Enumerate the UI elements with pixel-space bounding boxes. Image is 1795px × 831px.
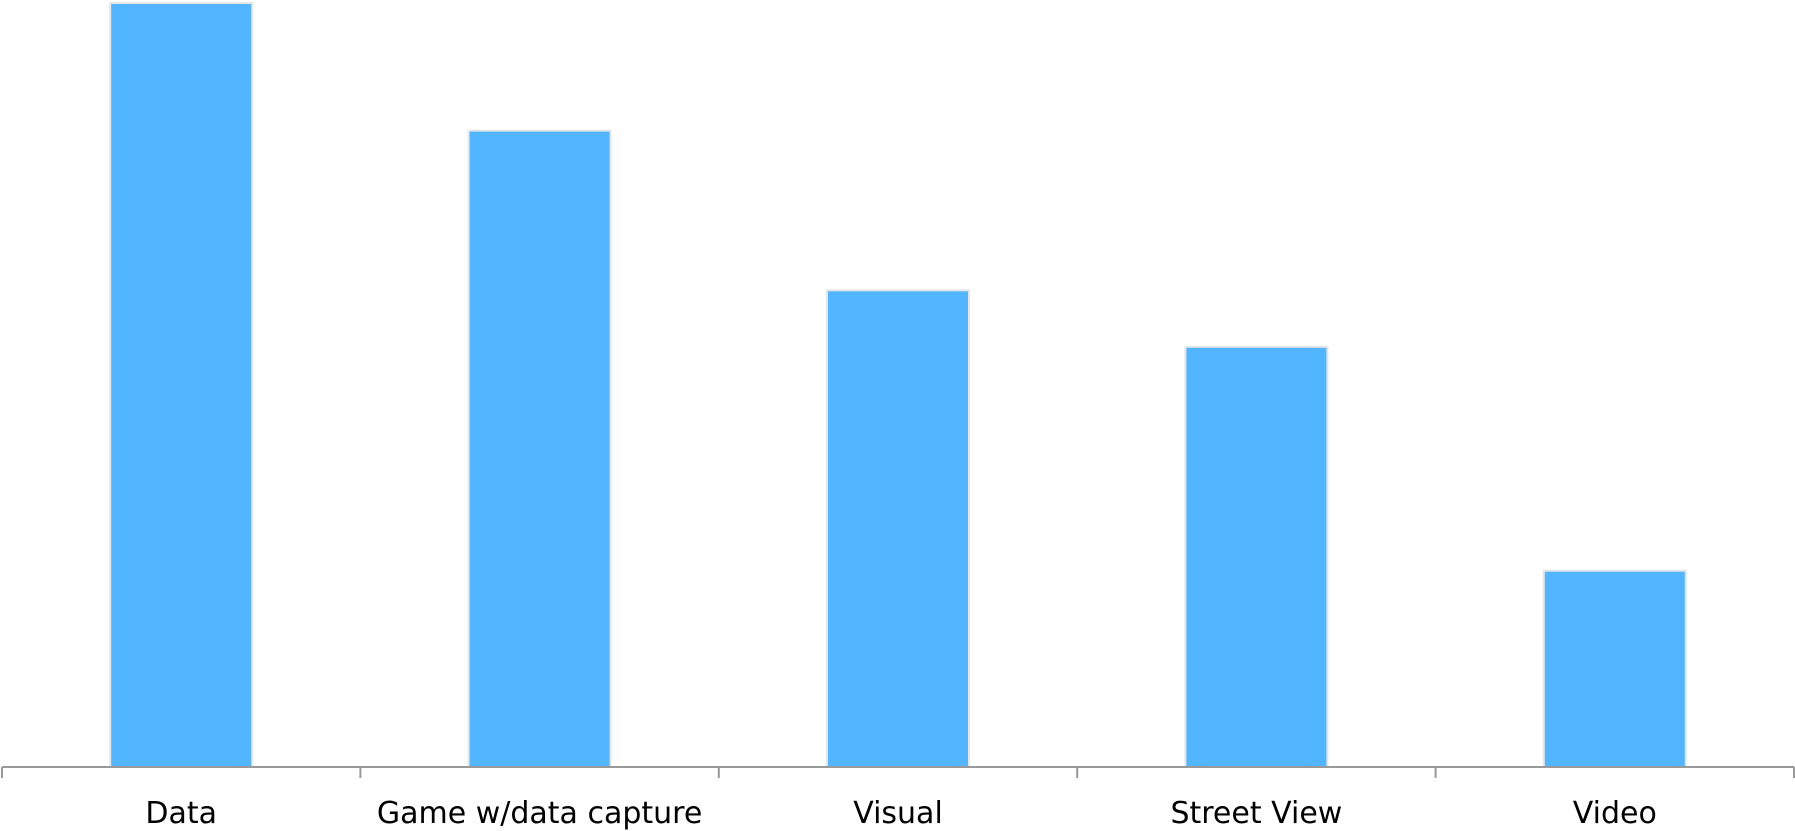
x-axis (1, 766, 1795, 778)
x-tick-labels: Data Game w/data capture Visual Street View… (145, 796, 1656, 831)
x-tick-label: Street View (1170, 796, 1342, 831)
bar-game-w-data-capture (467, 129, 612, 769)
bars-group (109, 2, 1687, 769)
x-tick-label: Data (145, 796, 217, 831)
bar-visual (826, 289, 970, 768)
x-tick-label: Video (1573, 796, 1657, 831)
bar-data (109, 2, 254, 768)
x-tick-label: Visual (853, 796, 943, 831)
bar-street-view (1184, 345, 1329, 768)
bar-video (1542, 569, 1687, 769)
x-tick-label: Game w/data capture (377, 796, 702, 831)
